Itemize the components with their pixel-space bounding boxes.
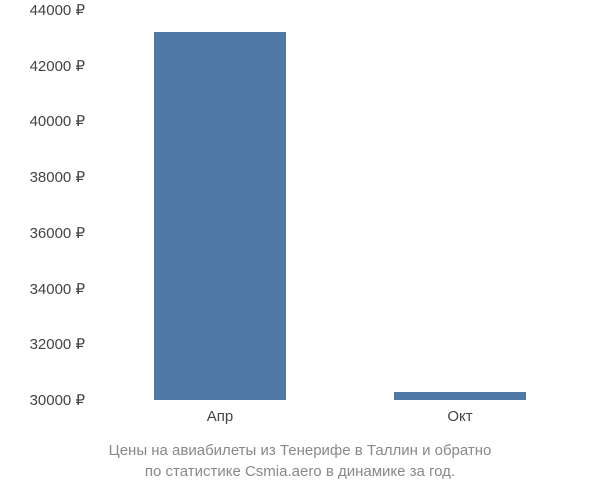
y-tick-label: 44000 ₽ [30,1,85,19]
x-axis: Апр Окт [100,408,580,438]
caption-line-2: по статистике Csmia.aero в динамике за г… [145,463,455,480]
chart-caption: Цены на авиабилеты из Тенерифе в Таллин … [0,440,600,482]
y-tick-label: 42000 ₽ [30,57,85,75]
caption-line-1: Цены на авиабилеты из Тенерифе в Таллин … [109,442,492,459]
y-tick-label: 30000 ₽ [30,391,85,409]
chart-container: 30000 ₽ 32000 ₽ 34000 ₽ 36000 ₽ 38000 ₽ 40000… [0,0,600,500]
y-tick-label: 38000 ₽ [30,168,85,186]
y-tick-label: 32000 ₽ [30,335,85,353]
plot-area [100,10,580,400]
y-tick-label: 36000 ₽ [30,224,85,242]
x-tick-label: Окт [447,408,472,425]
bar [154,32,286,400]
bar [394,392,526,400]
y-tick-label: 34000 ₽ [30,280,85,298]
y-axis: 30000 ₽32000 ₽34000 ₽36000 ₽38000 ₽40000… [0,10,95,400]
y-tick-label: 40000 ₽ [30,112,85,130]
x-tick-label: Апр [207,408,233,425]
